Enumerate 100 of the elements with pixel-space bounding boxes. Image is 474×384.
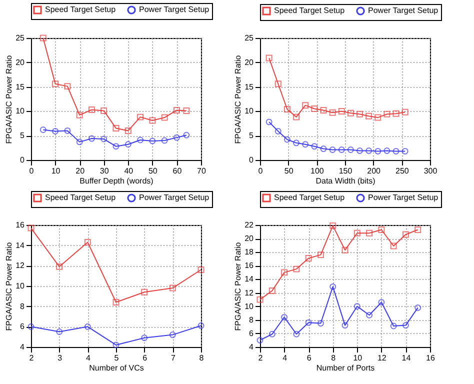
y-tick-label: 12 bbox=[16, 261, 26, 270]
point bbox=[293, 140, 300, 146]
point bbox=[76, 112, 83, 118]
y-tick-label: 10 bbox=[16, 106, 26, 116]
point bbox=[293, 266, 300, 272]
point bbox=[149, 138, 156, 144]
y-tick-label: 14 bbox=[16, 240, 26, 250]
y-tick-label: 14 bbox=[244, 274, 254, 284]
y-tick-label: 4 bbox=[20, 342, 26, 352]
point bbox=[284, 136, 290, 143]
point bbox=[88, 135, 95, 142]
x-tick-label: 10 bbox=[51, 166, 61, 176]
point bbox=[169, 284, 176, 292]
point bbox=[281, 269, 288, 276]
x-tick-label: 3 bbox=[58, 354, 63, 362]
y-tick-label: 15 bbox=[244, 82, 254, 92]
point bbox=[268, 330, 276, 338]
point bbox=[64, 83, 71, 90]
point bbox=[390, 242, 397, 250]
point bbox=[149, 117, 156, 124]
point bbox=[392, 110, 400, 117]
y-tick-label: 16 bbox=[244, 261, 254, 270]
y-tick-label: 5 bbox=[20, 131, 26, 140]
x-tick-label: 150 bbox=[338, 166, 353, 176]
x-tick-label: 2 bbox=[29, 354, 34, 362]
y-tick-label: 6 bbox=[249, 328, 254, 338]
point bbox=[305, 254, 312, 262]
legend-label: Power Target Setup bbox=[139, 4, 210, 14]
x-tick-label: 300 bbox=[424, 166, 438, 176]
y-tick-label: 20 bbox=[16, 58, 26, 67]
point bbox=[402, 108, 408, 116]
y-axis-title: FPGA/ASIC Power Ratio bbox=[234, 242, 243, 331]
point bbox=[56, 263, 63, 270]
point bbox=[378, 226, 385, 233]
point bbox=[330, 283, 336, 290]
point bbox=[198, 266, 204, 273]
point bbox=[338, 146, 345, 153]
point bbox=[302, 102, 309, 109]
point bbox=[329, 109, 336, 116]
y-tick-label: 25 bbox=[16, 34, 26, 42]
x-tick-label: 6 bbox=[142, 354, 148, 362]
point bbox=[124, 141, 132, 148]
x-tick-label: 8 bbox=[331, 354, 336, 362]
point bbox=[281, 314, 288, 320]
point bbox=[112, 125, 120, 132]
legend-label: Power Target Setup bbox=[368, 6, 439, 15]
y-tick-label: 22 bbox=[244, 220, 254, 230]
x-tick-label: 250 bbox=[395, 166, 410, 176]
point bbox=[338, 108, 345, 114]
point bbox=[84, 323, 91, 330]
point bbox=[311, 106, 318, 112]
y-axis-title: FPGA/ASIC Power Ratio bbox=[4, 242, 14, 331]
point bbox=[347, 146, 354, 153]
point bbox=[311, 143, 318, 150]
x-axis-title: Number of Ports bbox=[316, 364, 375, 372]
point bbox=[320, 106, 327, 114]
point bbox=[112, 299, 120, 306]
point bbox=[374, 148, 382, 154]
point bbox=[305, 319, 312, 326]
point bbox=[112, 143, 120, 150]
point bbox=[84, 239, 91, 246]
y-tick-label: 0 bbox=[249, 156, 254, 164]
x-tick-label: 6 bbox=[306, 354, 312, 362]
y-tick-label: 20 bbox=[244, 234, 254, 244]
y-tick-label: 8 bbox=[20, 302, 26, 311]
point bbox=[100, 136, 108, 142]
legend-label: Speed Target Setup bbox=[274, 6, 346, 15]
legend-label: Speed Target Setup bbox=[45, 4, 116, 14]
x-tick-label: 100 bbox=[310, 166, 324, 176]
x-tick-label: 10 bbox=[353, 354, 363, 362]
x-axis-title: Data Width (bits) bbox=[316, 176, 376, 186]
y-tick-label: 18 bbox=[244, 248, 254, 257]
point bbox=[266, 54, 272, 62]
legend-label: Speed Target Setup bbox=[274, 192, 346, 202]
point bbox=[100, 107, 108, 114]
y-tick-label: 10 bbox=[244, 106, 254, 116]
y-tick-label: 10 bbox=[16, 282, 26, 290]
y-tick-label: 10 bbox=[244, 302, 254, 311]
point bbox=[137, 114, 144, 120]
y-tick-label: 8 bbox=[249, 315, 254, 324]
point bbox=[342, 322, 348, 329]
point bbox=[141, 288, 148, 296]
x-tick-label: 200 bbox=[367, 166, 382, 176]
point bbox=[378, 299, 385, 306]
point bbox=[329, 146, 336, 153]
point bbox=[293, 330, 300, 338]
point bbox=[354, 303, 360, 310]
x-tick-label: 12 bbox=[377, 354, 387, 362]
y-axis-title: FPGA/ASIC Power Ratio bbox=[234, 54, 243, 144]
point bbox=[137, 136, 144, 144]
x-tick-label: 60 bbox=[172, 166, 182, 176]
point bbox=[183, 107, 190, 114]
point bbox=[268, 288, 276, 294]
point bbox=[293, 114, 300, 120]
point bbox=[347, 110, 354, 116]
point bbox=[317, 252, 324, 258]
point bbox=[52, 80, 59, 88]
point bbox=[366, 112, 372, 120]
point bbox=[317, 320, 324, 327]
point bbox=[284, 106, 290, 112]
